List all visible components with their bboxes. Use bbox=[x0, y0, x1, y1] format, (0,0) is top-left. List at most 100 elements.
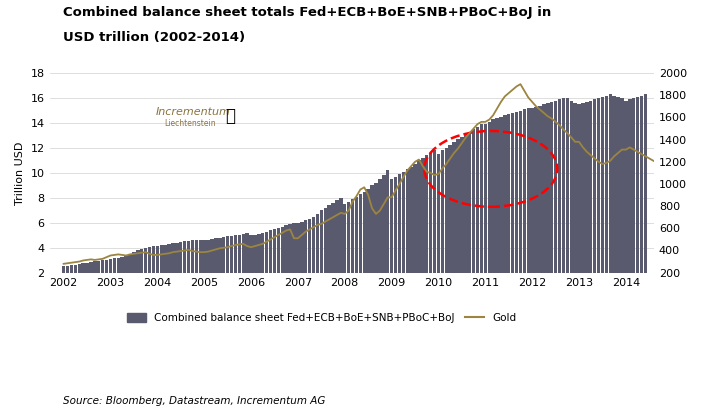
Bar bbox=[441, 151, 444, 297]
Bar bbox=[589, 101, 592, 297]
Bar bbox=[507, 114, 510, 297]
Bar bbox=[292, 223, 296, 297]
Bar bbox=[628, 99, 632, 297]
Bar bbox=[574, 103, 577, 297]
Bar bbox=[566, 98, 569, 297]
Bar bbox=[308, 219, 311, 297]
Bar bbox=[230, 236, 233, 297]
Bar bbox=[237, 235, 241, 297]
Bar bbox=[526, 108, 530, 297]
Bar bbox=[312, 217, 315, 297]
Bar bbox=[128, 254, 132, 297]
Bar bbox=[612, 96, 616, 297]
Bar bbox=[394, 177, 397, 297]
Bar bbox=[109, 259, 112, 297]
Bar bbox=[324, 208, 327, 297]
Bar bbox=[351, 199, 355, 297]
Bar bbox=[304, 220, 307, 297]
Bar bbox=[66, 266, 69, 297]
Bar bbox=[202, 240, 206, 297]
Bar bbox=[140, 249, 143, 297]
Bar bbox=[624, 101, 628, 297]
Bar bbox=[319, 210, 323, 297]
Bar bbox=[577, 104, 581, 297]
Bar bbox=[554, 101, 557, 297]
Bar bbox=[409, 167, 413, 297]
Bar bbox=[164, 245, 167, 297]
Bar bbox=[449, 146, 452, 297]
Bar bbox=[136, 250, 140, 297]
Bar bbox=[167, 244, 171, 297]
Bar bbox=[117, 258, 120, 297]
Bar bbox=[89, 262, 93, 297]
Bar bbox=[636, 97, 640, 297]
Bar bbox=[491, 119, 495, 297]
Bar bbox=[444, 148, 448, 297]
Bar bbox=[300, 222, 303, 297]
Bar bbox=[616, 97, 620, 297]
Bar bbox=[199, 240, 202, 297]
Bar bbox=[550, 102, 553, 297]
Text: Liechtenstein: Liechtenstein bbox=[164, 119, 216, 128]
Bar bbox=[261, 233, 265, 297]
Bar bbox=[269, 230, 272, 297]
Bar bbox=[144, 248, 147, 297]
Bar bbox=[112, 258, 116, 297]
Bar bbox=[519, 111, 522, 297]
Bar bbox=[175, 243, 178, 297]
Bar bbox=[249, 235, 253, 297]
Bar bbox=[632, 98, 635, 297]
Bar bbox=[425, 156, 428, 297]
Bar bbox=[355, 197, 358, 297]
Bar bbox=[218, 238, 222, 297]
Bar bbox=[601, 97, 604, 297]
Bar bbox=[640, 96, 643, 297]
Bar bbox=[253, 235, 257, 297]
Bar bbox=[366, 189, 370, 297]
Bar bbox=[93, 261, 97, 297]
Bar bbox=[183, 241, 186, 297]
Bar bbox=[132, 252, 135, 297]
Bar bbox=[581, 103, 585, 297]
Bar bbox=[371, 186, 373, 297]
Bar bbox=[382, 176, 385, 297]
Bar bbox=[273, 229, 276, 297]
Bar bbox=[97, 261, 100, 297]
Bar bbox=[644, 94, 647, 297]
Bar bbox=[296, 223, 300, 297]
Bar bbox=[343, 204, 347, 297]
Bar bbox=[62, 266, 65, 297]
Bar bbox=[534, 107, 538, 297]
Text: Source: Bloomberg, Datastream, Incrementum AG: Source: Bloomberg, Datastream, Increment… bbox=[63, 396, 326, 406]
Bar bbox=[569, 101, 573, 297]
Bar bbox=[211, 239, 213, 297]
Bar bbox=[289, 224, 292, 297]
Bar bbox=[246, 233, 249, 297]
Bar bbox=[159, 245, 163, 297]
Bar bbox=[171, 243, 175, 297]
Bar bbox=[542, 104, 545, 297]
Bar bbox=[464, 134, 468, 297]
Bar bbox=[374, 183, 378, 297]
Bar bbox=[531, 108, 534, 297]
Bar bbox=[156, 246, 159, 297]
Bar bbox=[336, 201, 338, 297]
Bar bbox=[77, 264, 81, 297]
Bar bbox=[468, 132, 472, 297]
Bar bbox=[339, 198, 343, 297]
Bar bbox=[538, 106, 542, 297]
Bar bbox=[452, 142, 456, 297]
Bar bbox=[496, 118, 498, 297]
Bar bbox=[101, 260, 105, 297]
Bar bbox=[226, 237, 230, 297]
Bar bbox=[331, 203, 335, 297]
Y-axis label: Trillion USD: Trillion USD bbox=[15, 141, 25, 205]
Text: USD trillion (2002-2014): USD trillion (2002-2014) bbox=[63, 31, 245, 44]
Bar bbox=[390, 179, 393, 297]
Bar bbox=[316, 214, 319, 297]
Bar bbox=[503, 116, 507, 297]
Bar bbox=[257, 234, 260, 297]
Bar bbox=[523, 109, 526, 297]
Bar bbox=[327, 206, 331, 297]
Bar bbox=[148, 247, 151, 297]
